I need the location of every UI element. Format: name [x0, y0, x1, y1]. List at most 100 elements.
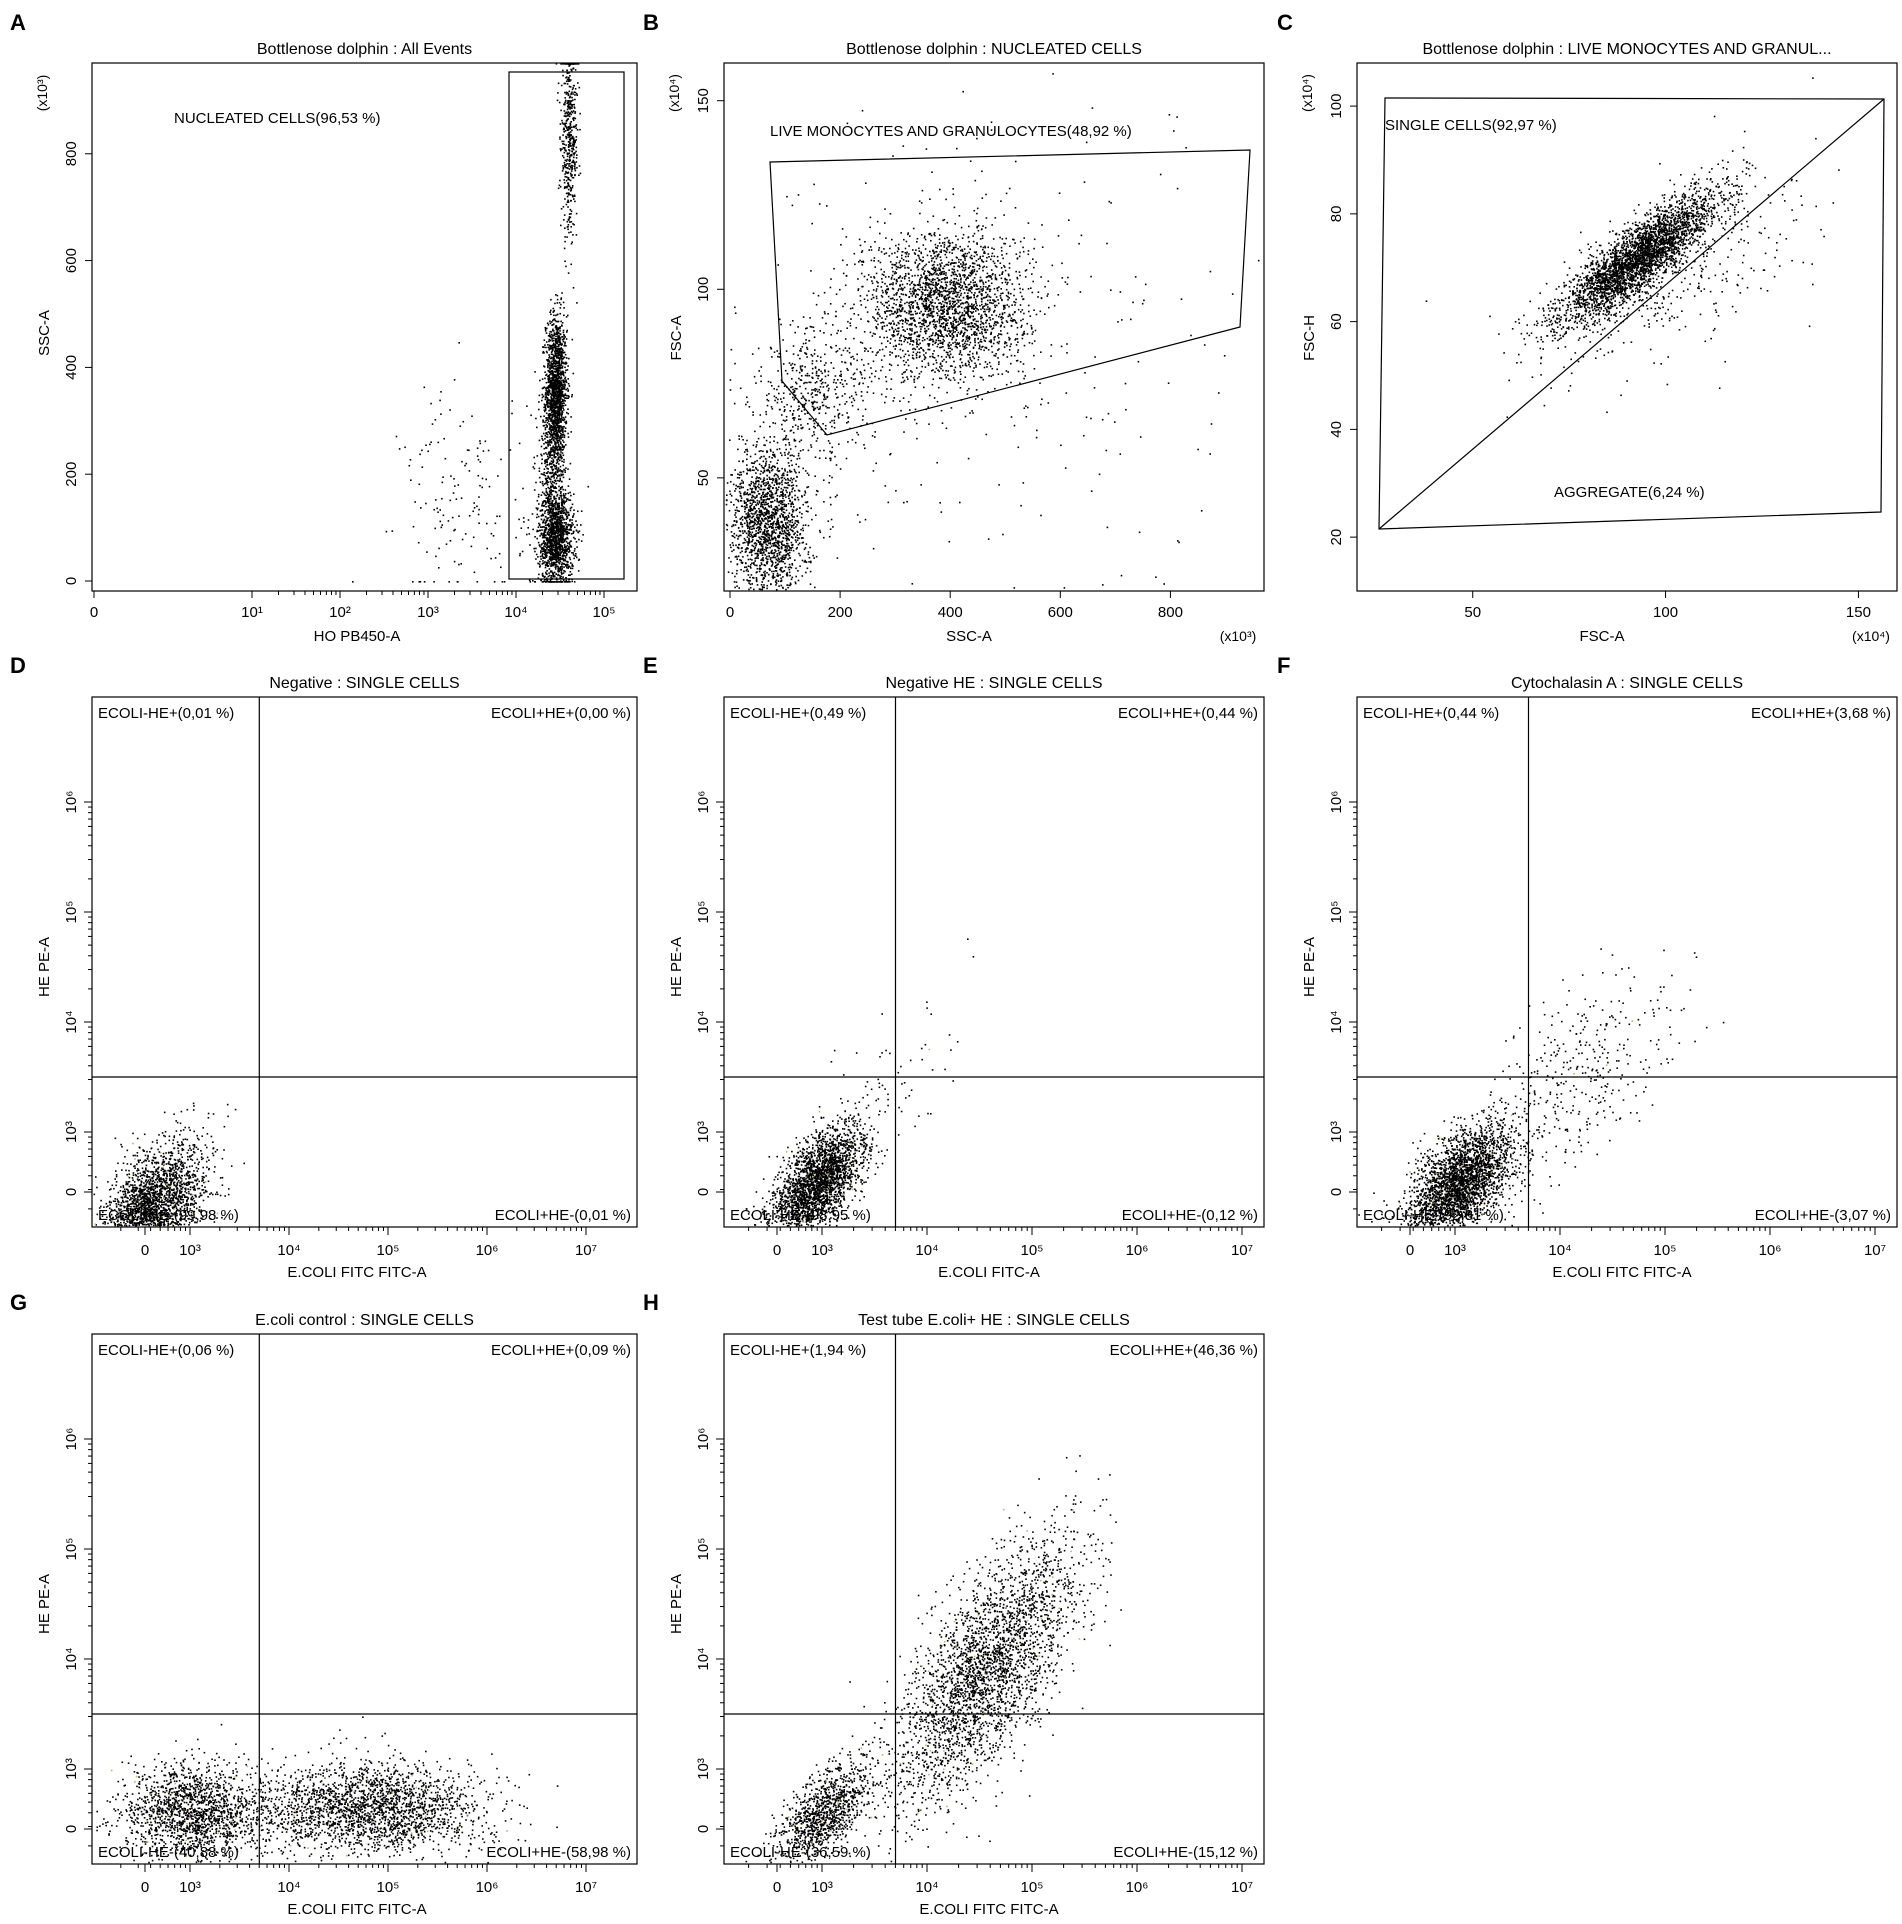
data-point [560, 110, 562, 112]
data-point [442, 524, 444, 526]
data-point [961, 302, 963, 304]
data-point [942, 370, 944, 372]
data-point [960, 358, 962, 360]
data-point [550, 577, 552, 579]
data-point [566, 176, 568, 178]
data-point [541, 436, 543, 438]
data-point [579, 87, 581, 89]
data-point [566, 331, 568, 333]
data-point [567, 229, 569, 231]
data-point [564, 343, 566, 345]
data-point [904, 364, 906, 366]
data-point [574, 166, 576, 168]
data-point [572, 161, 574, 163]
data-point [568, 193, 570, 195]
data-point [547, 552, 549, 554]
data-point [563, 560, 565, 562]
data-point [545, 581, 547, 583]
data-point [899, 315, 901, 317]
data-point [566, 330, 568, 332]
data-point [548, 572, 550, 574]
data-point [545, 522, 547, 524]
data-point [550, 314, 552, 316]
data-point [569, 520, 571, 522]
data-point [565, 363, 567, 365]
data-point [571, 167, 573, 169]
data-point [571, 552, 573, 554]
data-point [548, 341, 550, 343]
data-point [543, 533, 545, 535]
data-point [519, 553, 521, 555]
data-point [900, 264, 902, 266]
data-point [562, 558, 564, 560]
data-point [562, 528, 564, 530]
data-point [541, 459, 543, 461]
data-point [567, 111, 569, 113]
data-point [560, 451, 562, 453]
data-point [552, 449, 554, 451]
data-point [992, 351, 994, 353]
data-point [450, 475, 452, 477]
data-point [559, 538, 561, 540]
data-point [903, 335, 905, 337]
data-point [559, 550, 561, 552]
data-point [989, 291, 991, 293]
data-point [564, 248, 566, 250]
data-point [555, 294, 557, 296]
data-point [551, 439, 553, 441]
data-point [561, 503, 563, 505]
data-point [567, 529, 569, 531]
data-point [535, 418, 537, 420]
data-point [963, 289, 965, 291]
data-point [564, 173, 566, 175]
data-point [567, 561, 569, 563]
data-point [539, 395, 541, 397]
data-point [572, 160, 574, 162]
data-point [563, 509, 565, 511]
data-point [550, 348, 552, 350]
data-point [986, 296, 988, 298]
data-point [923, 354, 925, 356]
data-point [548, 509, 550, 511]
data-point [546, 454, 548, 456]
data-point [564, 446, 566, 448]
data-point [576, 93, 578, 95]
data-point [458, 564, 460, 566]
data-point [561, 410, 563, 412]
data-point [539, 561, 541, 563]
data-point [458, 484, 460, 486]
data-point [924, 237, 926, 239]
x-tick-label: 200 [828, 604, 853, 621]
data-point [545, 546, 547, 548]
data-point [579, 530, 581, 532]
data-point [572, 568, 574, 570]
data-point [969, 412, 971, 414]
data-point [562, 440, 564, 442]
data-point [928, 300, 930, 302]
data-point [1004, 266, 1006, 268]
data-point [555, 388, 557, 390]
data-point [573, 493, 575, 495]
data-point [552, 429, 554, 431]
data-point [552, 565, 554, 567]
data-point [894, 348, 896, 350]
data-point [576, 94, 578, 96]
data-point [547, 365, 549, 367]
data-point [496, 516, 498, 518]
data-point [479, 440, 481, 442]
data-point [544, 519, 546, 521]
data-point [564, 147, 566, 149]
data-point [571, 97, 573, 99]
data-point [565, 522, 567, 524]
data-point [460, 563, 462, 565]
data-point [551, 565, 553, 567]
data-point [559, 404, 561, 406]
data-point [997, 335, 999, 337]
data-point [564, 198, 566, 200]
data-point [543, 535, 545, 537]
data-point [540, 550, 542, 552]
data-point [916, 346, 918, 348]
data-point [545, 452, 547, 454]
data-point [559, 349, 561, 351]
data-point [886, 381, 888, 383]
